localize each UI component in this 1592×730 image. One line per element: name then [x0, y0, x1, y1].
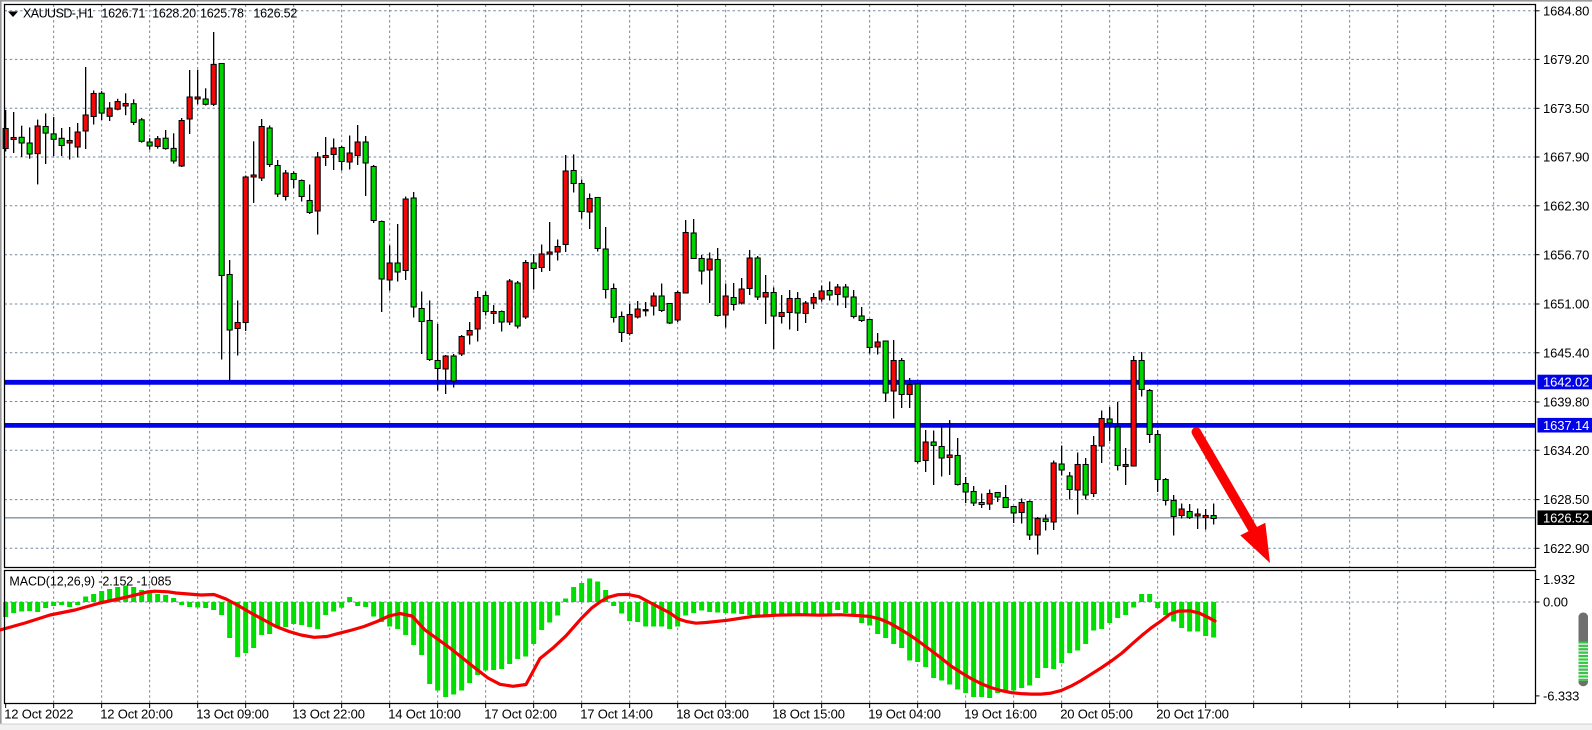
- svg-text:0.00: 0.00: [1543, 595, 1568, 610]
- svg-text:13 Oct 09:00: 13 Oct 09:00: [196, 707, 269, 722]
- svg-text:1673.50: 1673.50: [1543, 101, 1589, 116]
- svg-text:17 Oct 02:00: 17 Oct 02:00: [484, 707, 557, 722]
- svg-text:19 Oct 04:00: 19 Oct 04:00: [868, 707, 941, 722]
- svg-text:1684.80: 1684.80: [1543, 3, 1589, 18]
- svg-text:18 Oct 03:00: 18 Oct 03:00: [676, 707, 749, 722]
- svg-text:XAUUSD-,H1: XAUUSD-,H1: [23, 7, 94, 21]
- svg-text:1626.52: 1626.52: [1543, 510, 1589, 525]
- svg-text:18 Oct 15:00: 18 Oct 15:00: [772, 707, 845, 722]
- svg-text:1651.00: 1651.00: [1543, 297, 1589, 312]
- svg-text:1637.14: 1637.14: [1543, 418, 1589, 433]
- svg-text:1662.30: 1662.30: [1543, 198, 1589, 213]
- svg-text:1642.02: 1642.02: [1543, 375, 1589, 390]
- svg-text:1628.50: 1628.50: [1543, 492, 1589, 507]
- svg-text:1628.20: 1628.20: [152, 7, 196, 21]
- svg-text:1634.20: 1634.20: [1543, 443, 1589, 458]
- svg-text:1667.90: 1667.90: [1543, 150, 1589, 165]
- svg-text:20 Oct 17:00: 20 Oct 17:00: [1156, 707, 1229, 722]
- svg-text:1645.40: 1645.40: [1543, 345, 1589, 360]
- svg-text:1626.71: 1626.71: [101, 7, 145, 21]
- svg-text:1626.52: 1626.52: [253, 7, 297, 21]
- svg-text:1656.70: 1656.70: [1543, 247, 1589, 262]
- svg-text:13 Oct 22:00: 13 Oct 22:00: [292, 707, 365, 722]
- svg-text:20 Oct 05:00: 20 Oct 05:00: [1060, 707, 1133, 722]
- svg-text:1639.80: 1639.80: [1543, 395, 1589, 410]
- svg-text:12 Oct 2022: 12 Oct 2022: [4, 707, 73, 722]
- svg-text:1.932: 1.932: [1543, 572, 1575, 587]
- svg-text:1625.78: 1625.78: [200, 7, 244, 21]
- svg-text:MACD(12,26,9) -2.152 -1.085: MACD(12,26,9) -2.152 -1.085: [9, 575, 171, 589]
- svg-text:19 Oct 16:00: 19 Oct 16:00: [964, 707, 1037, 722]
- svg-text:12 Oct 20:00: 12 Oct 20:00: [100, 707, 173, 722]
- svg-text:1622.90: 1622.90: [1543, 541, 1589, 556]
- svg-text:-6.333: -6.333: [1543, 689, 1579, 704]
- svg-text:17 Oct 14:00: 17 Oct 14:00: [580, 707, 653, 722]
- svg-text:1679.20: 1679.20: [1543, 52, 1589, 67]
- svg-text:14 Oct 10:00: 14 Oct 10:00: [388, 707, 461, 722]
